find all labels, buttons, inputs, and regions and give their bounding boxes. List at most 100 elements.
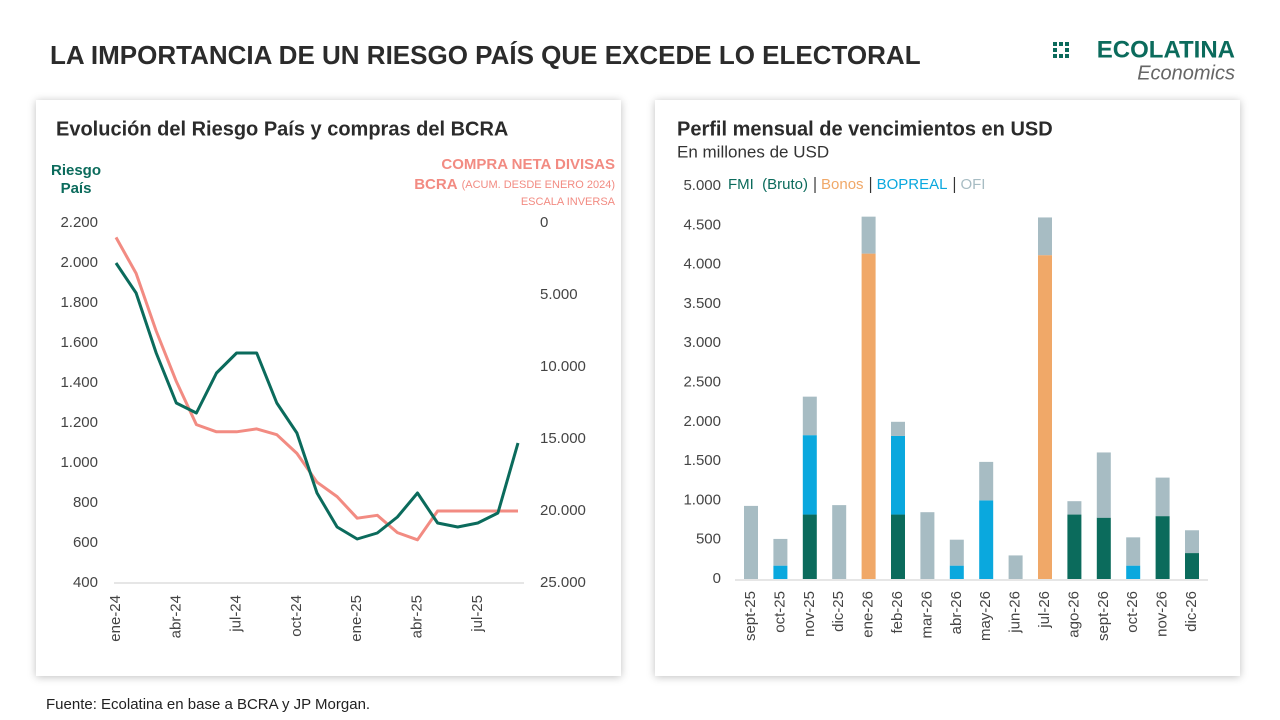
bar-segment (802, 514, 817, 579)
left-panel (36, 100, 621, 676)
x-tick-label: jul-24 (228, 595, 245, 633)
bar-segment (949, 565, 964, 579)
chart-subtitle: En millones de USD (677, 142, 829, 161)
bar-segment (1008, 555, 1023, 579)
bar-segment (773, 565, 788, 579)
x-tick-label: ene-24 (107, 595, 124, 642)
y-axis-label: Riesgo País (50, 162, 101, 197)
x-tick-label: jun-26 (1007, 591, 1024, 634)
x-tick-label: may-26 (977, 591, 994, 641)
y2-tick-label: 25.000 (540, 574, 586, 591)
x-tick-label: ago-26 (1065, 591, 1082, 638)
y-tick-label: 1.200 (60, 414, 98, 431)
logo-name: ECOLATINA (1097, 36, 1235, 63)
legend-entry: Bonos (821, 176, 864, 193)
bar-segment (1096, 517, 1111, 579)
y-tick-label: 500 (696, 531, 721, 548)
y-tick-label: 600 (73, 534, 98, 551)
y2-scale-note: ESCALA INVERSA (521, 196, 616, 208)
y2-axis-label: COMPRA NETA DIVISAS (441, 156, 615, 173)
x-tick-label: sept-25 (742, 591, 759, 641)
page-title: LA IMPORTANCIA DE UN RIESGO PAÍS QUE EXC… (50, 40, 921, 70)
x-tick-label: dic-25 (830, 591, 847, 632)
y-tick-label: 1.000 (60, 454, 98, 471)
y-tick-label: 2.200 (60, 214, 98, 231)
bar-segment (1096, 452, 1111, 518)
legend-entry: OFI (960, 176, 985, 193)
y-tick-label: 2.500 (683, 373, 721, 390)
x-tick-label: abr-26 (948, 591, 965, 634)
bar-segment (1185, 553, 1199, 579)
x-tick-label: abr-25 (408, 595, 425, 638)
bar-segment (802, 435, 817, 515)
y2-tick-label: 15.000 (540, 430, 586, 447)
y-tick-label: 3.000 (683, 334, 721, 351)
bar-segment (979, 500, 994, 579)
bar-segment (979, 461, 994, 501)
bar-segment (861, 216, 876, 254)
y-tick-label: 1.400 (60, 374, 98, 391)
x-tick-label: nov-25 (801, 591, 818, 637)
x-tick-label: oct-24 (288, 595, 305, 637)
legend-entry: BOPREAL (877, 176, 948, 193)
x-tick-label: jul-26 (1036, 591, 1053, 629)
x-tick-label: ene-25 (348, 595, 365, 642)
chart-title: Perfil mensual de vencimientos en USD (677, 118, 1053, 140)
series-line (114, 236, 518, 542)
bar-segment (744, 505, 758, 579)
x-tick-label: jul-25 (469, 595, 486, 633)
y2-axis-note: (ACUM. DESDE ENERO 2024) (462, 179, 615, 191)
y-tick-label: 0 (713, 570, 721, 587)
y-tick-label: 5.000 (683, 177, 721, 194)
bar-segment (832, 505, 847, 579)
bar-segment (1067, 501, 1082, 515)
bar-segment (1155, 516, 1170, 579)
x-tick-label: dic-26 (1183, 591, 1200, 632)
y-tick-label: 2.000 (683, 413, 721, 430)
bar-segment (1067, 514, 1082, 579)
logo-icon (1053, 42, 1069, 58)
bar-segment (1185, 530, 1199, 554)
x-tick-label: oct-25 (771, 591, 788, 633)
bar-segment (1155, 477, 1170, 517)
y2-axis-label: BCRA (414, 176, 457, 193)
bar-segment (1126, 565, 1141, 579)
x-tick-label: ene-26 (860, 591, 877, 638)
bar-segment (891, 435, 905, 515)
x-tick-label: oct-26 (1124, 591, 1141, 633)
bar-segment (773, 538, 788, 566)
bar-segment (1038, 255, 1052, 579)
y-tick-label: 4.000 (683, 256, 721, 273)
y2-tick-label: 5.000 (540, 286, 578, 303)
y-tick-label: 800 (73, 494, 98, 511)
bar-segment (1038, 217, 1052, 256)
bar-segment (920, 512, 935, 579)
y-tick-label: 3.500 (683, 295, 721, 312)
bar-segment (891, 514, 905, 579)
x-tick-label: mar-26 (918, 591, 935, 639)
y2-axis-label: BCRA (ACUM. DESDE ENERO 2024) (414, 176, 615, 193)
y-tick-label: 4.500 (683, 216, 721, 233)
bar-segment (1126, 537, 1141, 566)
x-tick-label: nov-26 (1154, 591, 1171, 637)
y-tick-label: 1.600 (60, 334, 98, 351)
series-line (114, 262, 520, 541)
y-tick-label: 2.000 (60, 254, 98, 271)
bar-segment (802, 396, 817, 436)
y-tick-label: 400 (73, 574, 98, 591)
chart-title: Evolución del Riesgo País y compras del … (56, 118, 508, 140)
bar-segment (891, 421, 905, 436)
y-tick-label: 1.000 (683, 491, 721, 508)
x-tick-label: sept-26 (1095, 591, 1112, 641)
y-tick-label: 1.800 (60, 294, 98, 311)
y2-tick-label: 0 (540, 214, 548, 231)
bar-segment (949, 539, 964, 566)
y-tick-label: 1.500 (683, 452, 721, 469)
legend-entry: FMI (Bruto) (728, 176, 808, 193)
y2-tick-label: 10.000 (540, 358, 586, 375)
x-tick-label: feb-26 (889, 591, 906, 634)
logo-tagline: Economics (1137, 62, 1235, 84)
y2-tick-label: 20.000 (540, 502, 586, 519)
